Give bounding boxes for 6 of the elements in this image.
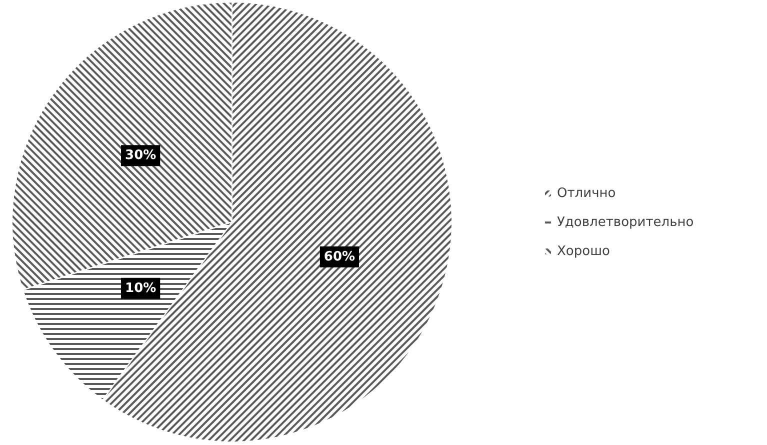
- data-label: 30%: [125, 148, 156, 164]
- legend-label: Хорошо: [557, 244, 610, 259]
- legend-label: Удовлетворительно: [557, 215, 694, 230]
- legend-label: Отлично: [557, 186, 616, 201]
- data-label: 60%: [324, 249, 356, 264]
- data-label: 10%: [125, 280, 156, 296]
